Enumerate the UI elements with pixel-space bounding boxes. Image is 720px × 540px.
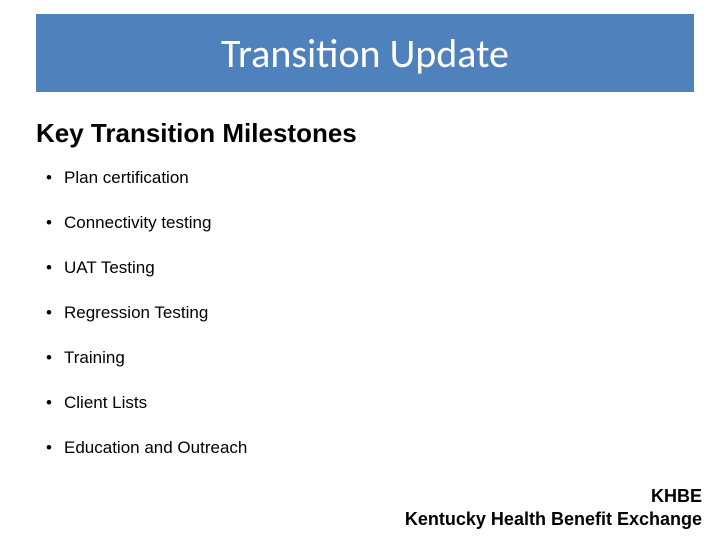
bullet-text: Education and Outreach bbox=[64, 438, 680, 458]
bullet-list: • Plan certification • Connectivity test… bbox=[46, 168, 680, 483]
list-item: • Training bbox=[46, 348, 680, 368]
bullet-text: Connectivity testing bbox=[64, 213, 680, 233]
slide-footer: KHBE Kentucky Health Benefit Exchange bbox=[405, 485, 702, 530]
bullet-icon: • bbox=[46, 259, 64, 276]
bullet-text: Client Lists bbox=[64, 393, 680, 413]
bullet-text: Plan certification bbox=[64, 168, 680, 188]
bullet-text: Regression Testing bbox=[64, 303, 680, 323]
slide: Transition Update Key Transition Milesto… bbox=[0, 0, 720, 540]
list-item: • UAT Testing bbox=[46, 258, 680, 278]
bullet-icon: • bbox=[46, 349, 64, 366]
title-bar: Transition Update bbox=[36, 14, 694, 92]
list-item: • Regression Testing bbox=[46, 303, 680, 323]
slide-title: Transition Update bbox=[221, 29, 509, 78]
list-item: • Connectivity testing bbox=[46, 213, 680, 233]
list-item: • Education and Outreach bbox=[46, 438, 680, 458]
bullet-icon: • bbox=[46, 439, 64, 456]
bullet-text: Training bbox=[64, 348, 680, 368]
footer-line-1: KHBE bbox=[405, 485, 702, 508]
list-item: • Plan certification bbox=[46, 168, 680, 188]
bullet-icon: • bbox=[46, 394, 64, 411]
list-item: • Client Lists bbox=[46, 393, 680, 413]
bullet-icon: • bbox=[46, 169, 64, 186]
bullet-icon: • bbox=[46, 214, 64, 231]
footer-line-2: Kentucky Health Benefit Exchange bbox=[405, 508, 702, 531]
slide-subtitle: Key Transition Milestones bbox=[36, 118, 357, 149]
bullet-text: UAT Testing bbox=[64, 258, 680, 278]
bullet-icon: • bbox=[46, 304, 64, 321]
